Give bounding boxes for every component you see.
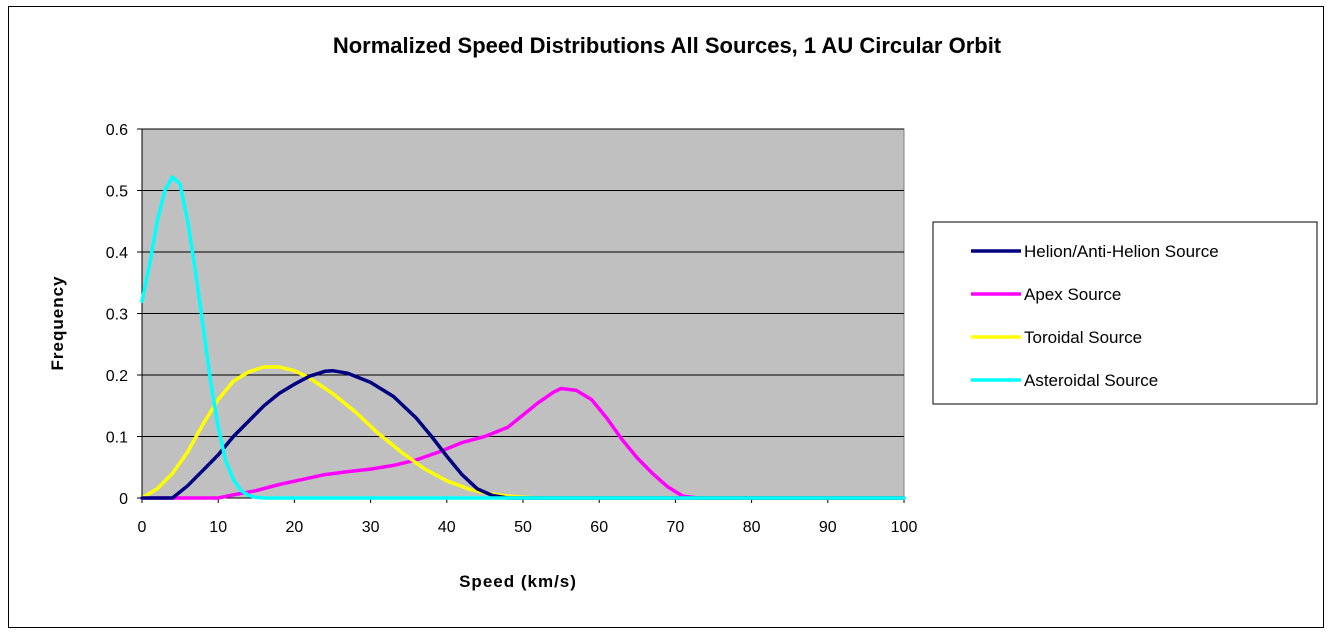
chart-frame: Normalized Speed Distributions All Sourc… xyxy=(8,6,1324,628)
y-tick-label: 0.3 xyxy=(106,307,128,324)
series-line xyxy=(140,175,906,500)
x-tick-label: 0 xyxy=(138,519,147,536)
legend-label: Toroidal Source xyxy=(1024,328,1142,347)
y-tick-label: 0.4 xyxy=(106,245,128,262)
x-tick-label: 50 xyxy=(514,519,532,536)
series-lines xyxy=(140,175,906,500)
legend-label: Apex Source xyxy=(1024,285,1121,304)
x-tick-label: 20 xyxy=(286,519,304,536)
y-tick-label: 0 xyxy=(119,491,128,508)
x-axis-title: Speed (km/s) xyxy=(459,572,577,591)
legend-label: Asteroidal Source xyxy=(1024,371,1158,390)
x-tick-label: 30 xyxy=(362,519,380,536)
x-tick-label: 100 xyxy=(891,519,918,536)
x-tick-label: 90 xyxy=(819,519,837,536)
chart-svg: Normalized Speed Distributions All Sourc… xyxy=(48,33,1318,591)
x-tick-label: 70 xyxy=(667,519,685,536)
series-line xyxy=(140,386,906,500)
y-tick-label: 0.2 xyxy=(106,368,128,385)
series-line xyxy=(140,368,906,500)
y-tick-label: 0.1 xyxy=(106,430,128,447)
chart-title: Normalized Speed Distributions All Sourc… xyxy=(333,33,1002,58)
y-axis-ticks: 0 0.1 0.2 0.3 0.4 0.5 0.6 xyxy=(106,122,142,508)
x-tick-label: 60 xyxy=(590,519,608,536)
y-tick-label: 0.5 xyxy=(106,184,128,201)
legend: Helion/Anti-Helion Source Apex Source Toro… xyxy=(932,221,1318,405)
legend-label: Helion/Anti-Helion Source xyxy=(1024,242,1219,261)
x-tick-label: 10 xyxy=(209,519,227,536)
x-axis-ticks: 0 10 20 30 40 50 60 70 80 90 100 xyxy=(138,498,918,536)
y-axis-title: Frequency xyxy=(48,276,67,371)
y-tick-label: 0.6 xyxy=(106,122,128,139)
gridlines xyxy=(142,128,904,437)
x-tick-label: 40 xyxy=(438,519,456,536)
x-tick-label: 80 xyxy=(743,519,761,536)
